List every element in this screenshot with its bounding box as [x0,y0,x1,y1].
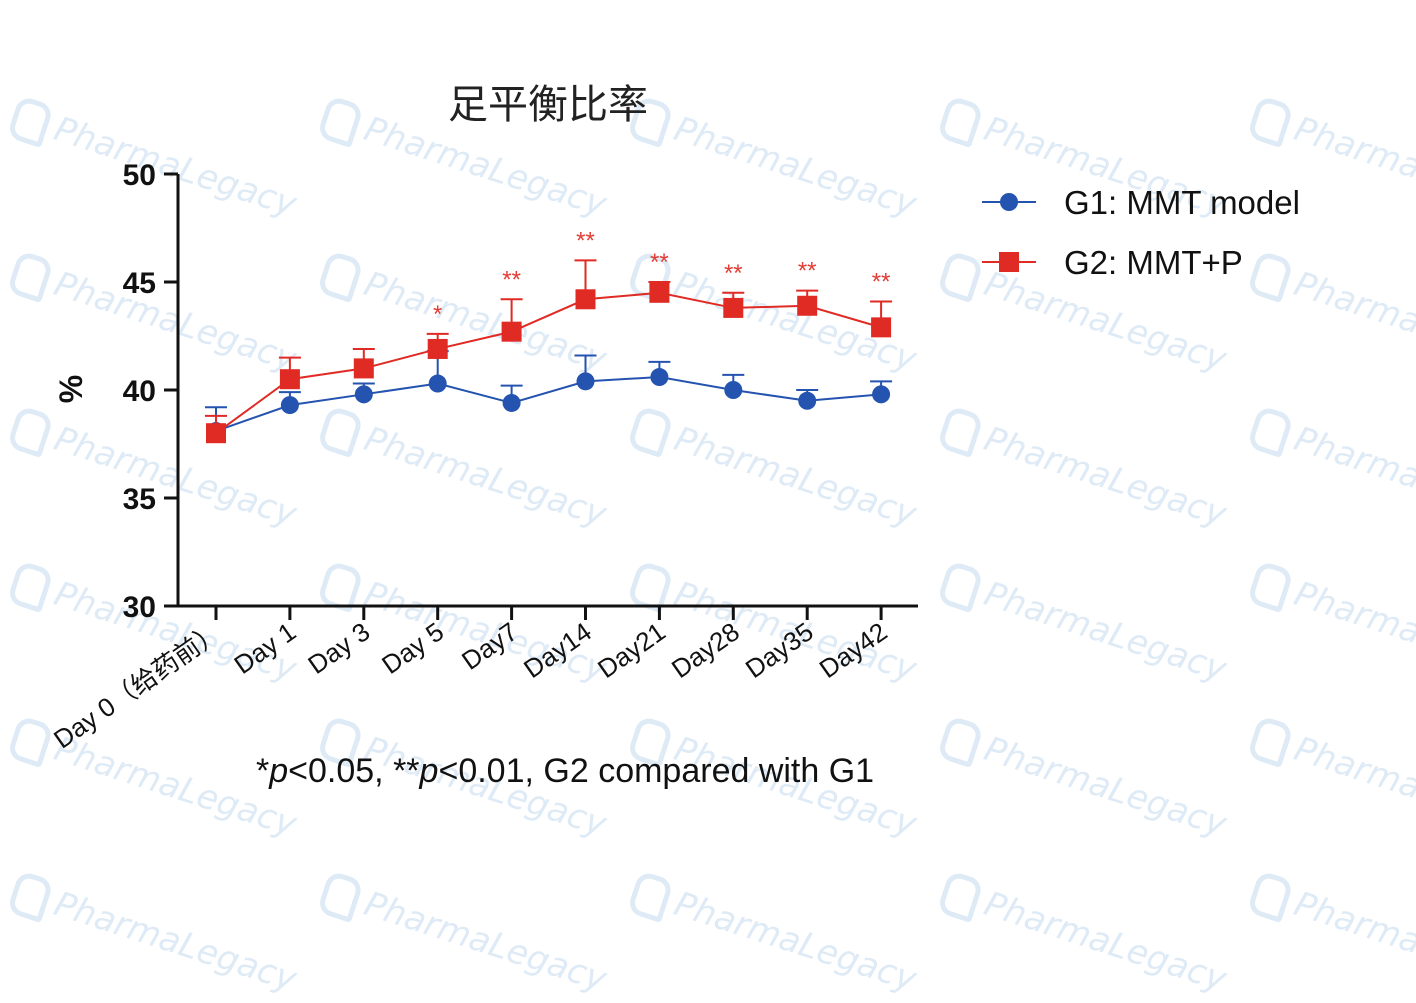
series-1 [205,350,893,441]
legend-marker [1000,193,1018,211]
significance-mark: ** [798,258,817,285]
footnote-star-2: ** [393,752,420,790]
data-point [428,374,447,393]
data-point [353,358,374,379]
x-tick-label: Day 0（给药前） [48,616,227,754]
y-tick-label: 45 [123,267,156,300]
y-tick-label: 40 [123,375,156,408]
data-point [798,391,817,410]
legend-item-1: G1: MMT model [982,184,1300,221]
significance-mark: ** [650,249,669,276]
significance-mark: ** [724,260,743,287]
series-layer [205,259,893,444]
data-point [649,282,670,303]
significance-mark: ** [576,227,595,254]
y-tick-label: 30 [123,591,156,624]
data-point [576,372,595,391]
y-tick-label: 50 [123,159,156,192]
x-tick-label: Day21 [592,616,671,684]
data-point [427,338,448,359]
legend-label: G1: MMT model [1064,184,1300,221]
series-line [215,376,882,432]
legend-marker [999,252,1019,272]
significance-mark: ** [502,266,521,293]
legend: G1: MMT model G2: MMT+P [982,184,1300,281]
y-axis-label: % [53,375,89,403]
x-tick-label: Day 5 [376,616,449,680]
data-point [279,369,300,390]
legend-label: G2: MMT+P [1064,244,1243,281]
x-tick-label: Day 3 [302,616,375,680]
x-tick-label: Day14 [518,616,597,684]
x-tick-label: Day42 [814,616,893,684]
footnote-text-2: <0.01, G2 compared with G1 [438,752,875,790]
significance-footnote: *p<0.05, **p<0.01, G2 compared with G1 [256,752,874,791]
data-point [872,385,891,404]
significance-mark: ** [872,268,891,295]
data-point [650,368,669,387]
footnote-text-1: <0.05, [288,752,394,790]
series-line [215,291,882,435]
data-point [280,396,299,415]
significance-annotations: ******* ** ** ** [433,227,890,327]
footnote-star-1: * [256,752,270,790]
x-tick-label: Day7 [456,616,523,675]
data-point [871,317,892,338]
data-point [575,289,596,310]
y-tick-label: 35 [123,483,156,516]
significance-mark: * [433,301,442,328]
x-tick-label: Day35 [740,616,819,684]
series-2 [205,259,893,444]
data-point [501,321,522,342]
data-point [797,295,818,316]
data-point [723,297,744,318]
x-tick-label: Day 1 [228,616,301,680]
data-point [502,393,521,412]
x-tick-label: Day28 [666,616,745,684]
data-point [724,381,743,399]
data-point [354,385,373,404]
footnote-p-2: p [419,752,439,790]
data-point [206,423,226,444]
chart-title: 足平衡比率 [448,82,648,128]
footnote-p-1: p [269,752,289,790]
legend-item-2: G2: MMT+P [982,244,1243,281]
